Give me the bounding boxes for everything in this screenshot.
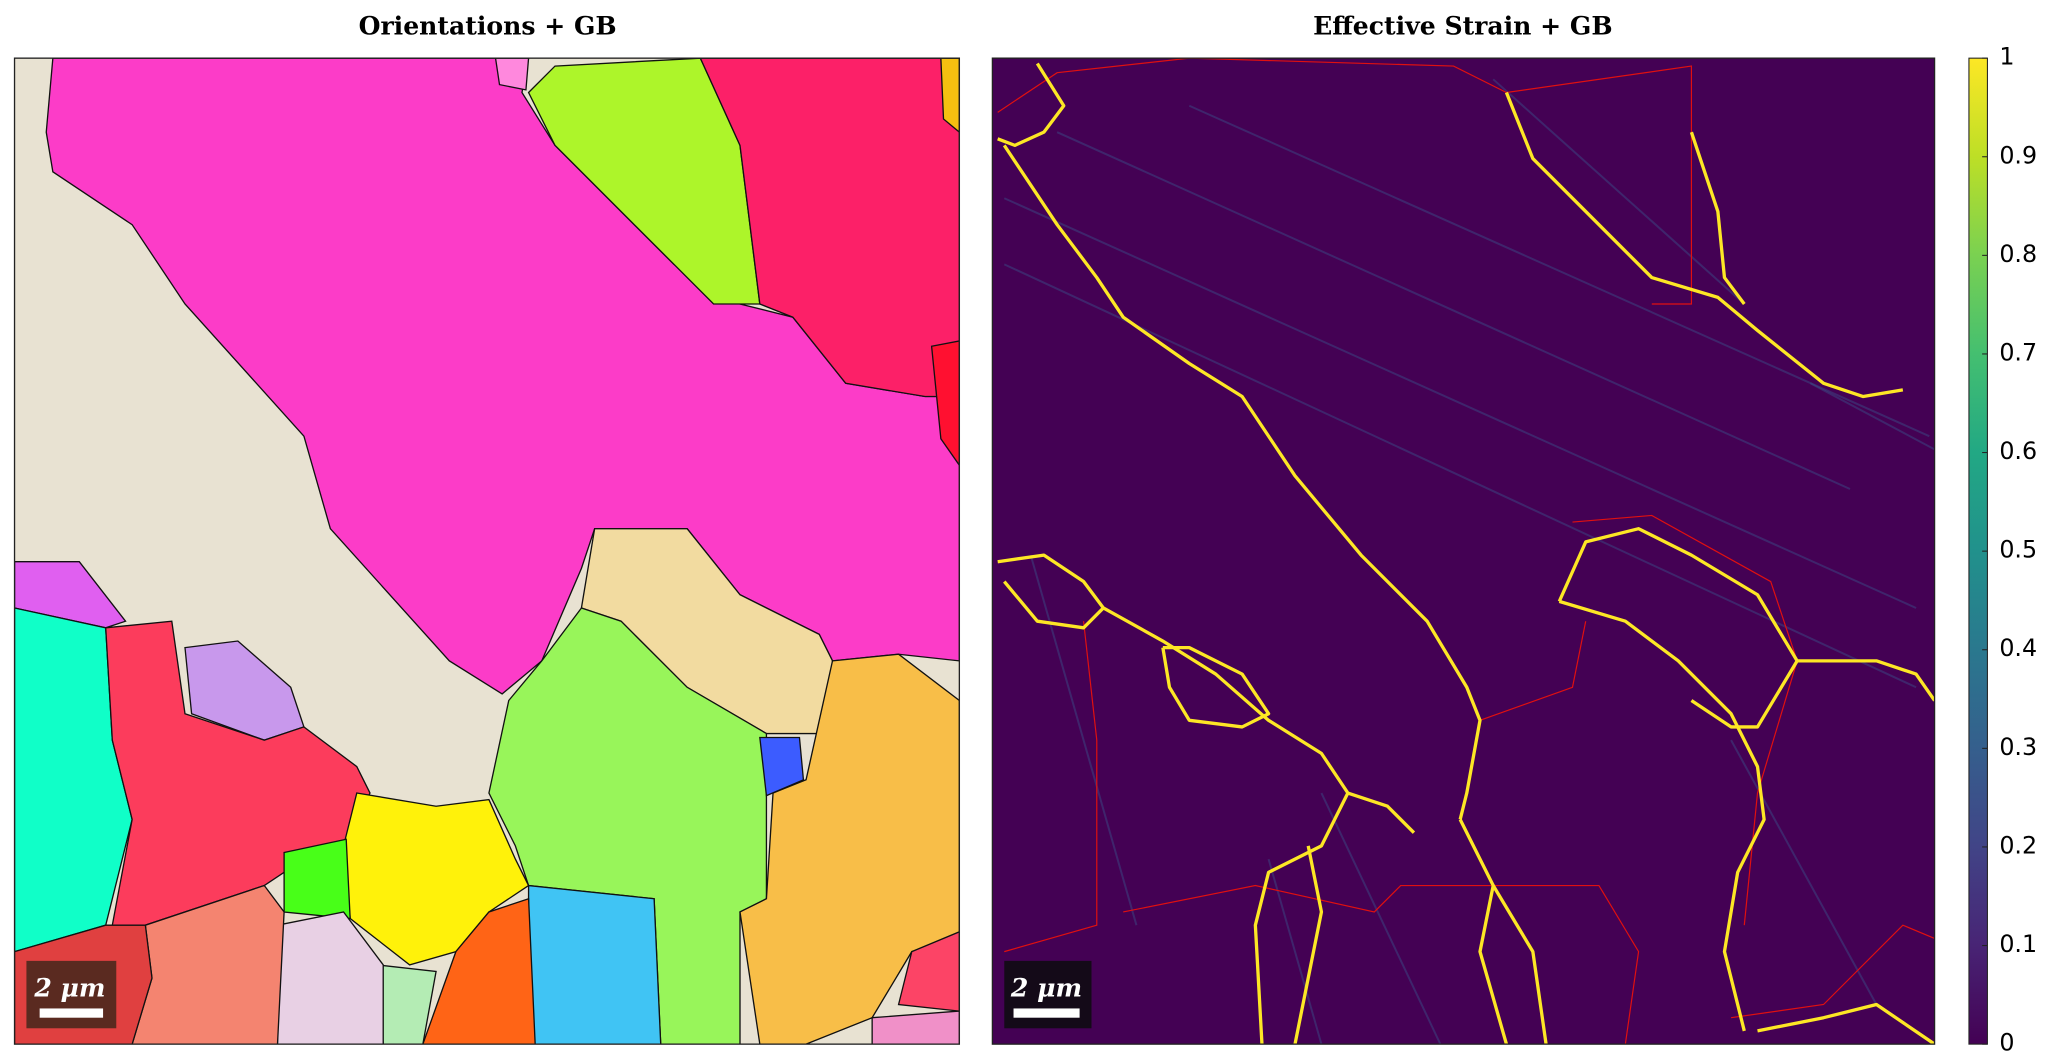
colorbar-tick-label: 0.8 <box>1999 240 2037 268</box>
colorbar-tick-label: 0 <box>1999 1029 2014 1057</box>
colorbar-tick-label: 0.6 <box>1999 437 2037 465</box>
panel-frame <box>991 57 1936 1045</box>
colorbar-tick-label: 0.2 <box>1999 831 2037 859</box>
scale-bar-label: 2 μm <box>33 973 105 1003</box>
colorbar-tick-label: 0.4 <box>1999 634 2037 662</box>
scale-bar <box>1013 1008 1080 1018</box>
panel-frame <box>13 57 961 1045</box>
panel-title: Orientations + GB <box>359 10 617 40</box>
colorbar-tick-label: 0.1 <box>1999 930 2037 958</box>
panel-title: Effective Strain + GB <box>1313 10 1612 40</box>
colorbar-tick-label: 0.3 <box>1999 733 2037 761</box>
colorbar-axis: 0 0.1 0.2 0.3 0.4 0.5 0.6 0.7 0.8 0.9 1 <box>1982 43 2037 1057</box>
orientation-map <box>14 58 960 1045</box>
colorbar-tick-label: 0.9 <box>1999 141 2037 169</box>
strain-map <box>992 58 1935 1045</box>
colorbar-tick-label: 1 <box>1999 43 2014 71</box>
scale-bar-label: 2 μm <box>1010 973 1082 1003</box>
colorbar-tick-label: 0.5 <box>1999 536 2037 564</box>
colorbar-tick-label: 0.7 <box>1999 338 2037 366</box>
